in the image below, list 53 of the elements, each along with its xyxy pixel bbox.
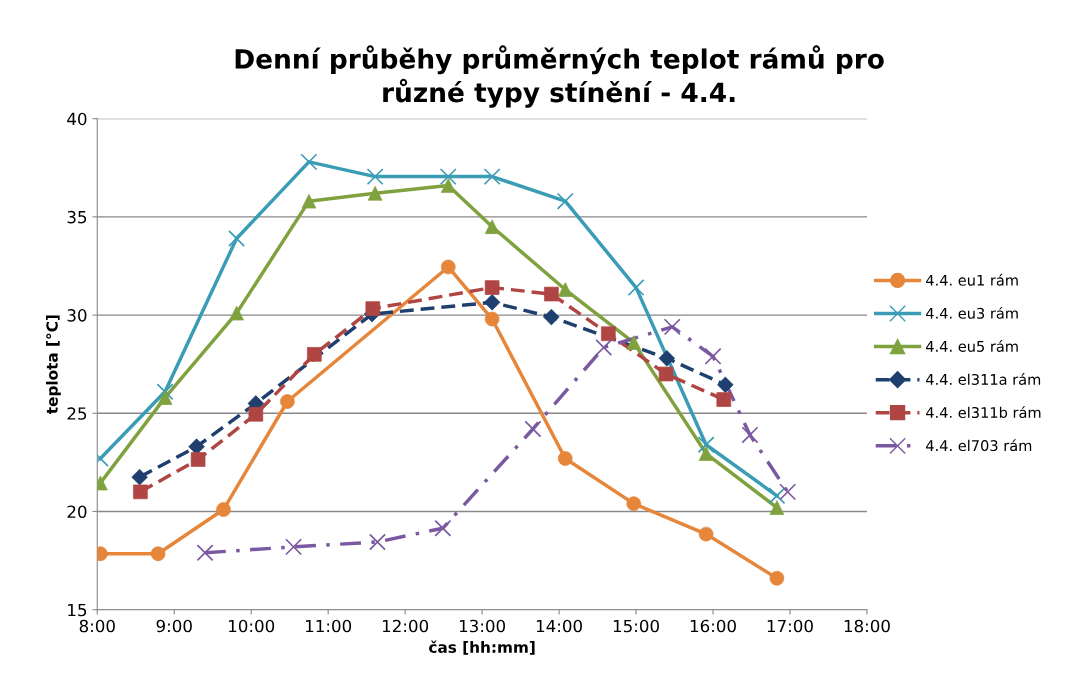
legend-label: 4.4. el703 rám <box>926 439 1032 452</box>
y-tick-label: 20 <box>67 505 87 519</box>
point <box>543 308 560 326</box>
point <box>658 366 674 382</box>
y-tick-label: 30 <box>67 309 87 322</box>
point <box>366 168 384 186</box>
point <box>483 168 501 186</box>
x-tick-label: 14:00 <box>536 619 582 633</box>
point <box>300 153 318 171</box>
point <box>626 335 642 350</box>
x-tick-label: 13:00 <box>459 619 506 633</box>
point <box>524 420 542 438</box>
y-tick-label: 40 <box>67 112 87 126</box>
point <box>228 230 246 247</box>
legend-label: 4.4. eu5 rám <box>926 340 1018 352</box>
point <box>768 487 786 505</box>
point <box>368 533 386 551</box>
point <box>365 301 381 316</box>
point <box>595 339 613 356</box>
legend-label: 4.4. eu1 rám <box>926 273 1018 286</box>
point <box>556 192 574 210</box>
point <box>663 318 681 336</box>
x-tick-label: 8:00 <box>79 619 115 633</box>
point <box>779 483 797 501</box>
y-axis-title: teplota [°C] <box>46 315 61 415</box>
x-tick-label: 9:00 <box>156 619 192 633</box>
x-tick-label: 12:00 <box>382 619 429 633</box>
point <box>741 426 759 444</box>
x-tick-label: 11:00 <box>306 619 352 633</box>
x-axis-title: čas [hh:mm] <box>429 640 535 655</box>
x-tick-label: 10:00 <box>229 619 275 633</box>
y-tick-label: 15 <box>68 603 87 617</box>
legend-label: 4.4. el311a rám <box>926 373 1041 385</box>
point <box>307 347 322 362</box>
point <box>704 347 722 365</box>
legend-label: 4.4. el311b rám <box>926 406 1041 419</box>
y-tick-label: 25 <box>67 407 87 420</box>
point <box>248 406 264 422</box>
x-tick-label: 18:00 <box>844 619 890 633</box>
chart-title: Denní průběhy průměrných teplot rámů pro různé typy stínění - 4.4. <box>235 45 884 108</box>
y-tick-label: 35 <box>67 210 87 224</box>
point <box>196 544 214 562</box>
point <box>156 383 174 401</box>
point <box>285 538 303 556</box>
point <box>627 279 645 297</box>
x-tick-label: 15:00 <box>613 619 659 633</box>
legend-label: 4.4. eu3 rám <box>926 306 1018 319</box>
point <box>439 168 457 186</box>
x-tick-label: 16:00 <box>690 619 736 633</box>
x-tick-label: 17:00 <box>767 619 813 633</box>
point <box>697 436 715 454</box>
point <box>769 500 785 515</box>
point <box>434 519 452 537</box>
